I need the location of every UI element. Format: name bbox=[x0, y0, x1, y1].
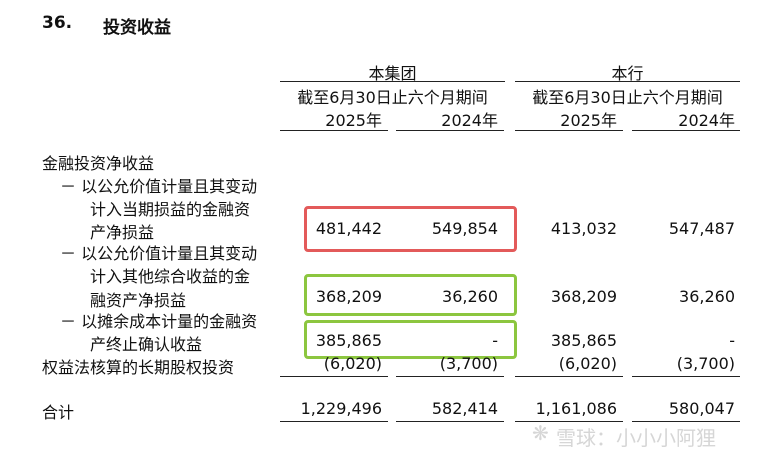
header-bank-period: 截至6月30日止六个月期间 bbox=[532, 88, 723, 107]
header-group-2025: 2025年 bbox=[325, 111, 382, 130]
row-fvtpl-bank-2025: 413,032 bbox=[550, 219, 617, 238]
total-rule-2 bbox=[396, 421, 504, 422]
row-equity-group-2024: (3,700) bbox=[439, 354, 498, 373]
subtotal-rule-1 bbox=[280, 376, 388, 377]
subtotal-rule-2 bbox=[396, 376, 504, 377]
row-equity-bank-2025: (6,020) bbox=[558, 354, 617, 373]
row-fvoci-label-1: － 以公允价值计量且其变动 bbox=[60, 244, 258, 263]
header-rule-2 bbox=[396, 130, 504, 131]
header-group-period: 截至6月30日止六个月期间 bbox=[297, 88, 488, 107]
row-amortized-group-2025: 385,865 bbox=[315, 331, 382, 350]
row-fvtpl-label-1: － 以公允价值计量且其变动 bbox=[60, 177, 258, 196]
row-total-bank-2025: 1,161,086 bbox=[535, 399, 617, 418]
subtotal-rule-4 bbox=[632, 376, 740, 377]
section-number: 36. bbox=[42, 13, 73, 33]
watermark-snowball-icon: ❋ bbox=[532, 421, 549, 445]
row-amortized-label-1: － 以摊余成本计量的金融资 bbox=[60, 312, 258, 331]
highlight-box-fvoci bbox=[304, 274, 517, 316]
section-title: 投资收益 bbox=[103, 18, 171, 38]
header-rule-1 bbox=[280, 130, 388, 131]
row-fvoci-bank-2025: 368,209 bbox=[550, 287, 617, 306]
row-total-group-2025: 1,229,496 bbox=[300, 399, 382, 418]
header-bank-2024: 2024年 bbox=[678, 111, 735, 130]
header-group-underline bbox=[280, 81, 505, 82]
row-amortized-bank-2024: - bbox=[729, 331, 735, 350]
total-rule-4 bbox=[632, 421, 740, 422]
header-bank-2025: 2025年 bbox=[560, 111, 617, 130]
row-equity-label: 权益法核算的长期股权投资 bbox=[42, 358, 235, 377]
row-equity-group-2025: (6,020) bbox=[323, 354, 382, 373]
row-financial-investment-label: 金融投资净收益 bbox=[42, 154, 155, 173]
highlight-box-fvtpl bbox=[304, 206, 517, 252]
header-group: 本集团 bbox=[368, 64, 417, 83]
highlight-box-amortized bbox=[304, 320, 517, 359]
row-total-bank-2024: 580,047 bbox=[668, 399, 735, 418]
total-rule-3 bbox=[515, 421, 623, 422]
row-fvoci-group-2025: 368,209 bbox=[315, 287, 382, 306]
total-rule-1 bbox=[280, 421, 388, 422]
row-fvoci-group-2024: 36,260 bbox=[442, 287, 498, 306]
row-equity-bank-2024: (3,700) bbox=[676, 354, 735, 373]
header-rule-3 bbox=[515, 130, 623, 131]
row-fvoci-bank-2024: 36,260 bbox=[679, 287, 735, 306]
row-fvtpl-label-3: 产净损益 bbox=[90, 223, 155, 242]
header-bank-underline bbox=[515, 81, 740, 82]
row-fvtpl-bank-2024: 547,487 bbox=[668, 219, 735, 238]
row-total-group-2024: 582,414 bbox=[431, 399, 498, 418]
row-amortized-label-2: 产终止确认收益 bbox=[90, 335, 203, 354]
subtotal-rule-3 bbox=[515, 376, 623, 377]
header-rule-4 bbox=[632, 130, 740, 131]
row-fvtpl-label-2: 计入当期损益的金融资 bbox=[90, 200, 251, 219]
row-fvoci-label-3: 融资产净损益 bbox=[90, 291, 187, 310]
row-fvtpl-group-2025: 481,442 bbox=[315, 219, 382, 238]
row-amortized-bank-2025: 385,865 bbox=[550, 331, 617, 350]
row-total-label: 合计 bbox=[42, 403, 75, 422]
header-bank: 本行 bbox=[611, 64, 644, 83]
row-fvtpl-group-2024: 549,854 bbox=[431, 219, 498, 238]
row-fvoci-label-2: 计入其他综合收益的金 bbox=[90, 267, 251, 286]
row-amortized-group-2024: - bbox=[492, 331, 498, 350]
watermark-text: 雪球：小小小阿狸 bbox=[556, 426, 716, 450]
header-group-2024: 2024年 bbox=[441, 111, 498, 130]
